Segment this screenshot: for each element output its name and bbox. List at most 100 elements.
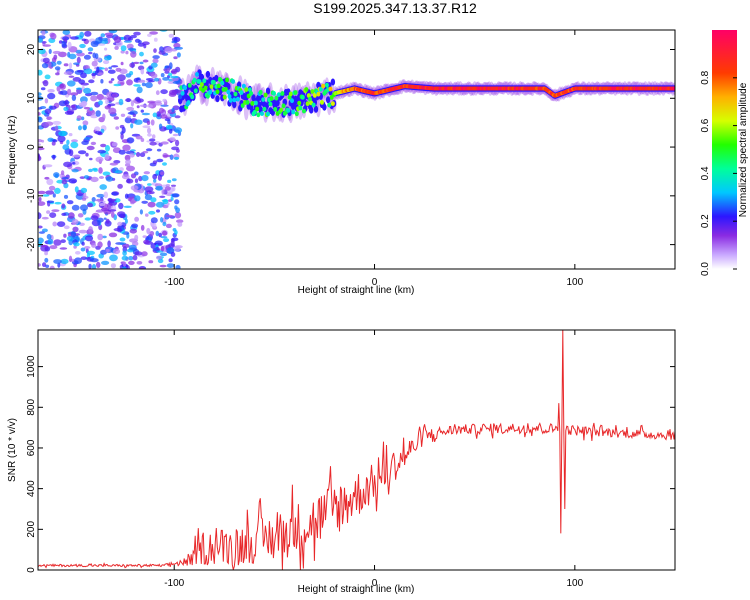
- spectrogram-noise-blob: [159, 114, 168, 119]
- spectrogram-noise-blob: [137, 79, 146, 83]
- snr-y-tick-label: 200: [26, 521, 37, 538]
- spectrogram-track-core: [263, 92, 268, 98]
- spectrogram-noise-blob: [72, 226, 79, 233]
- spectrogram-noise-blob: [56, 60, 62, 65]
- spectrogram-frame: [37, 29, 676, 270]
- spectrogram-noise-blob: [83, 87, 92, 94]
- spectrogram-noise-blob: [124, 154, 131, 161]
- snr-x-axis-label: Height of straight line (km): [298, 584, 415, 595]
- spectrogram-noise-blob: [70, 104, 76, 109]
- spectrogram-noise-blob: [130, 50, 137, 58]
- spectrogram-noise-blob: [100, 249, 107, 255]
- spectrogram-track-core: [195, 72, 199, 77]
- spectrogram-noise-blob: [158, 50, 166, 55]
- spectrogram-noise-blob: [83, 106, 91, 110]
- spectrogram-noise-blob: [83, 65, 89, 70]
- spectrogram-noise-blob: [130, 201, 135, 205]
- spectrogram-noise-blob: [147, 127, 151, 134]
- spectrogram-noise-blob: [76, 115, 82, 121]
- spectrogram-noise-blob: [112, 248, 121, 255]
- spectrogram-noise-blob: [154, 101, 163, 106]
- spectrogram-noise-blob: [90, 176, 99, 183]
- spectrogram-noise-blob: [121, 126, 126, 134]
- spectrogram-noise-blob: [122, 144, 131, 151]
- spectrogram-noise-blob: [98, 167, 103, 174]
- spectrogram-noise-blob: [146, 120, 151, 125]
- spectrogram-noise-blob: [148, 260, 154, 264]
- spectrogram-track-core: [316, 91, 321, 97]
- spectrogram-noise-blob: [174, 205, 178, 210]
- spectrogram-track-core: [202, 78, 207, 84]
- spectrogram-noise-blob: [141, 251, 148, 257]
- spectrogram-noise-blob: [134, 251, 143, 256]
- spectrogram-noise-blob: [171, 178, 177, 182]
- spectrogram-track-halo: [268, 82, 273, 101]
- spectrogram-noise-blob: [91, 60, 98, 67]
- spectrogram-noise-blob: [169, 154, 174, 160]
- spectrogram-noise-blob: [96, 261, 101, 268]
- spectrogram-track-core: [320, 100, 324, 105]
- spectrogram-noise-blob: [151, 134, 156, 140]
- spectrogram-track-core: [328, 86, 333, 92]
- spectrogram-noise-blob: [71, 204, 80, 211]
- spectrogram-noise-blob: [140, 224, 145, 231]
- spectrogram-noise-blob: [42, 44, 51, 47]
- spectrogram-noise-blob: [105, 218, 110, 224]
- snr-x-ticks: -100 0 100: [164, 330, 584, 589]
- snr-frame: [37, 329, 676, 571]
- figure-title: S199.2025.347.13.37.R12: [313, 0, 477, 16]
- spectrogram-noise-blob: [132, 113, 136, 118]
- spectrogram-noise-blob: [54, 66, 61, 71]
- spectrogram-noise-blob: [68, 53, 77, 60]
- spectrogram-noise-blob: [153, 48, 157, 53]
- spectrogram-track-edge: [330, 78, 336, 86]
- spectrogram-noise-blob: [59, 83, 65, 89]
- spectrogram-noise-blob: [101, 37, 108, 42]
- spectrogram-noise-blob: [122, 250, 127, 256]
- spectrogram-noise-blob: [164, 186, 171, 191]
- spectrogram-noise-blob: [44, 98, 49, 104]
- spectrogram-noise-blob: [150, 119, 155, 126]
- spectrogram-noise-blob: [101, 260, 110, 265]
- spectrogram-noise-blob: [38, 69, 43, 76]
- spectrogram-track-core: [215, 89, 220, 95]
- spectrogram-noise-blob: [155, 201, 165, 208]
- spectrogram-track-edge: [214, 74, 219, 82]
- spectrogram-noise-blob: [171, 89, 181, 94]
- spectrogram-noise-blob: [120, 45, 127, 52]
- spectrogram-noise-blob: [95, 110, 101, 117]
- spectrogram-track-core: [291, 109, 296, 115]
- snr-series-line: [38, 330, 675, 570]
- spectrogram-noise-blob: [159, 252, 168, 257]
- spectrogram-noise-blob: [66, 235, 74, 242]
- spectrogram-noise-blob: [80, 72, 87, 79]
- spectrogram-noise-blob: [136, 86, 143, 94]
- spectrogram-noise-blob: [176, 219, 184, 223]
- spectrogram-noise-blob: [68, 178, 78, 184]
- spectrogram-noise-blob: [96, 93, 104, 101]
- spectrogram-noise-blob: [133, 84, 141, 87]
- spectrogram-noise-blob: [82, 120, 89, 126]
- colorbar-tick-label: 0.0: [700, 262, 711, 276]
- spectrogram-noise-blob: [52, 120, 61, 125]
- spectrogram-noise-blob: [108, 107, 117, 115]
- spectrogram-noise-blob: [38, 197, 42, 202]
- spectrogram-noise-blob: [156, 255, 163, 260]
- spectrogram-noise-blob: [95, 130, 102, 135]
- spectrogram-track-core: [300, 94, 305, 100]
- spectrogram-noise-blob: [42, 57, 50, 63]
- spectrogram-noise-blob: [164, 47, 173, 53]
- spectrogram-track-core: [193, 88, 198, 94]
- spectrogram-noise-blob: [100, 33, 106, 38]
- spectrogram-noise-blob: [64, 99, 69, 107]
- spectrogram-noise-blob: [58, 40, 63, 44]
- spectrogram-noise-blob: [74, 186, 79, 193]
- spectrogram-noise-blob: [172, 228, 177, 232]
- spectrogram-noise-blob: [85, 235, 94, 242]
- spectrogram-noise-blob: [73, 242, 80, 247]
- spectrogram-noise-blob: [100, 143, 107, 148]
- spectrogram-track-core: [286, 108, 291, 113]
- spectrogram-noise-blob: [128, 244, 137, 250]
- spectrogram-noise-blob: [145, 82, 153, 89]
- spectrogram-noise-blob: [128, 256, 134, 261]
